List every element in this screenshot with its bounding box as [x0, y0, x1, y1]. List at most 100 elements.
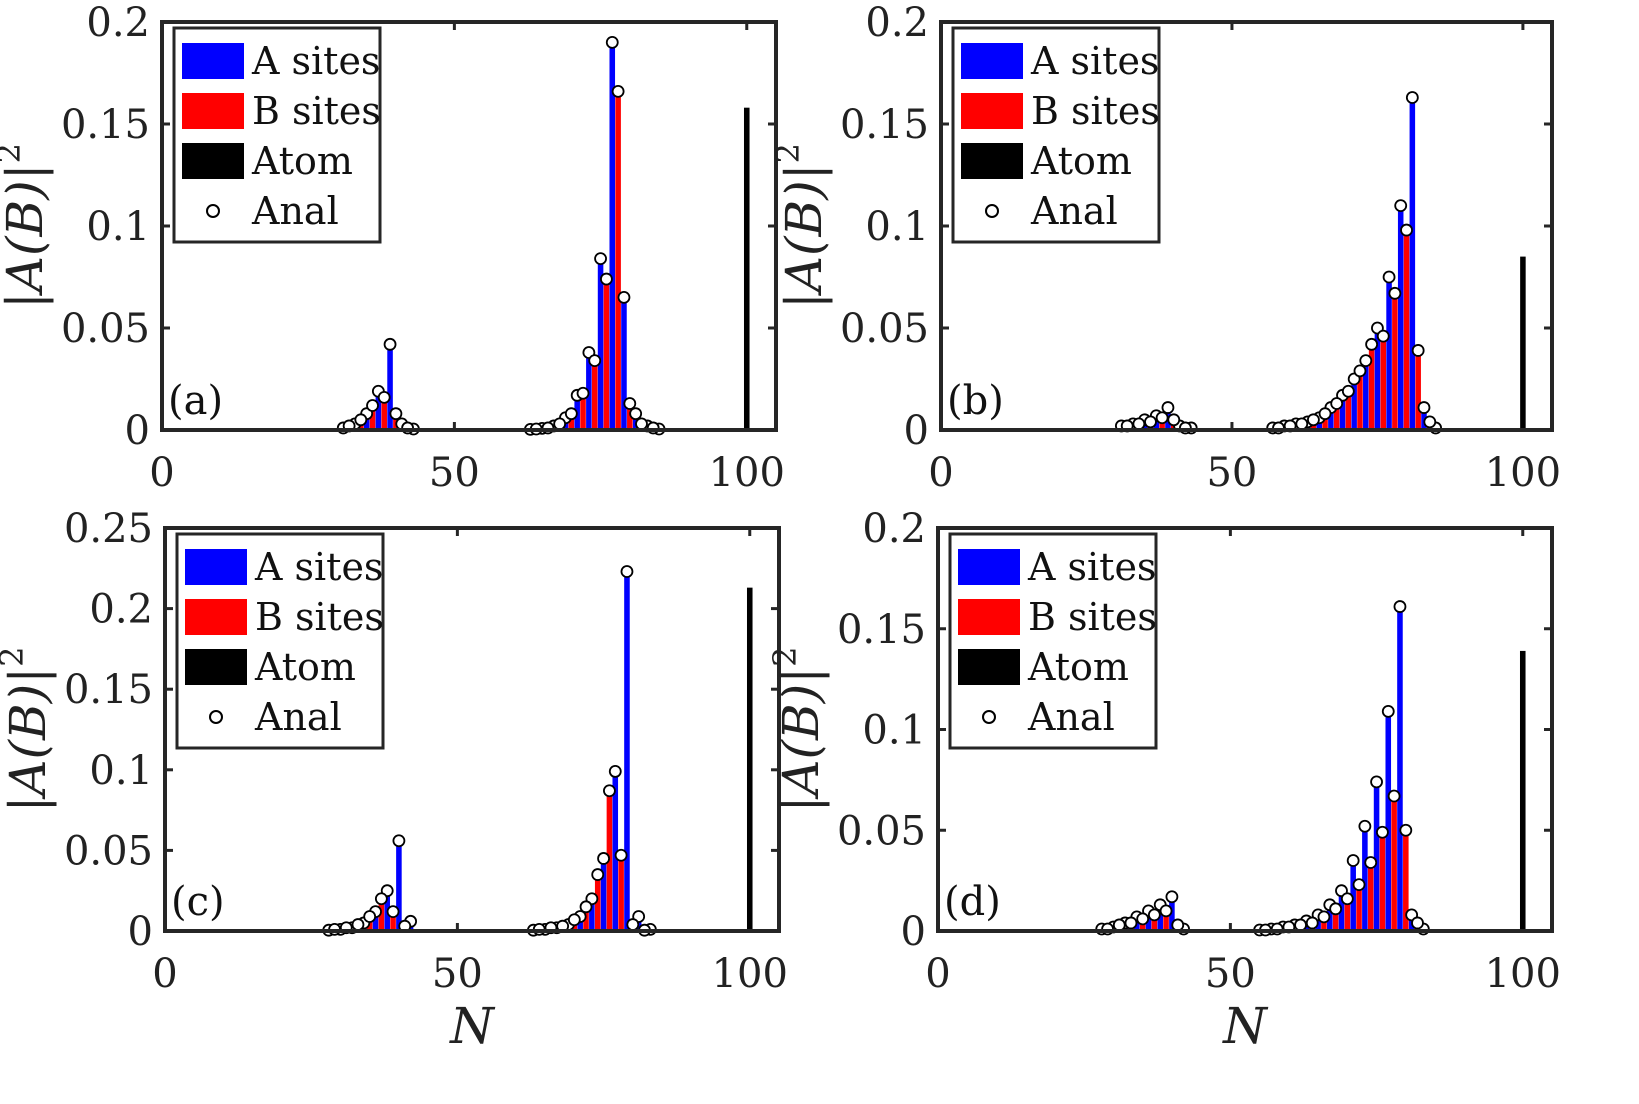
bar-A-sites	[1397, 205, 1404, 430]
anal-marker	[1317, 910, 1331, 924]
legend: A sites B sites Atom Anal	[948, 532, 1158, 750]
x-tick-label: 100	[709, 450, 785, 496]
x-tick-label: 50	[429, 450, 480, 496]
anal-marker	[1340, 892, 1354, 906]
anal-marker	[377, 390, 391, 404]
chart-panel-a: 0 0.05 0.1 0.15 0.2 0 50 100 (a) |A(B)|2 A sites B …	[0, 0, 785, 496]
y-axis-label: |A(B)|2	[766, 647, 830, 813]
bar-atom	[743, 107, 750, 431]
anal-marker	[1376, 825, 1389, 839]
legend-swatch-atom	[958, 649, 1020, 685]
anal-marker	[1307, 413, 1320, 427]
anal-marker	[579, 900, 593, 914]
panel-label: (b)	[947, 378, 1004, 424]
anal-marker	[553, 417, 567, 431]
bar-B-sites	[1344, 898, 1351, 931]
anal-marker	[366, 399, 379, 412]
legend-label: A sites	[251, 39, 380, 83]
anal-marker	[600, 272, 613, 286]
bar-A-sites	[1373, 781, 1380, 931]
anal-marker	[1411, 344, 1425, 357]
anal-marker	[611, 84, 625, 98]
anal-marker	[576, 386, 590, 400]
legend-swatch-atom	[961, 143, 1023, 179]
anal-marker	[1147, 908, 1161, 922]
anal-marker	[392, 834, 406, 848]
y-tick-label: 0.2	[86, 0, 150, 46]
y-axis-label-superscript: 2	[0, 143, 28, 163]
legend-label: Anal	[1027, 695, 1115, 739]
bar-A-sites	[1363, 360, 1369, 430]
legend: A sites B sites Atom Anal	[175, 532, 385, 750]
legend-swatch-b-sites	[182, 93, 244, 129]
bar-A-sites	[624, 571, 630, 931]
y-tick-label: 0	[904, 408, 929, 454]
bar-A-sites	[396, 840, 402, 931]
anal-marker	[1358, 819, 1372, 833]
legend: A sites B sites Atom Anal	[172, 26, 382, 244]
y-tick-label: 0.1	[86, 204, 150, 250]
anal-marker	[1318, 407, 1332, 421]
x-axis-label: N	[1222, 997, 1269, 1055]
panel-label: (c)	[171, 879, 225, 925]
bar-A-sites	[375, 391, 382, 430]
bar-B-sites	[591, 360, 598, 430]
anal-marker	[603, 784, 616, 798]
legend-swatch-b-sites	[958, 599, 1020, 635]
legend-label: Anal	[254, 695, 342, 739]
anal-marker	[1370, 775, 1383, 789]
anal-marker	[1346, 854, 1360, 867]
bar-B-sites	[1333, 403, 1340, 430]
plot-frame	[939, 20, 1554, 432]
anal-marker	[605, 36, 619, 49]
bar-B-sites	[1163, 910, 1169, 931]
x-tick-label: 0	[149, 450, 174, 496]
plot-frame	[160, 20, 778, 432]
anal-marker	[1167, 413, 1181, 427]
bar-A-sites	[1397, 606, 1403, 931]
legend-label: A sites	[254, 545, 383, 589]
y-tick-label: 0.25	[64, 506, 153, 552]
anal-marker	[1381, 704, 1395, 718]
anal-marker	[374, 892, 388, 906]
bar-A-sites	[387, 344, 393, 430]
y-axis-label-superscript: 2	[766, 647, 804, 667]
bar-atom	[1520, 256, 1526, 430]
legend-swatch-anal	[982, 710, 996, 724]
y-tick-label: 0.2	[865, 0, 929, 46]
anal-marker	[1387, 789, 1401, 803]
anal-marker	[1388, 286, 1402, 300]
legend-swatch-a-sites	[958, 549, 1020, 585]
bar-A-sites	[1328, 407, 1334, 430]
y-tick-label: 0.05	[837, 808, 926, 854]
legend-label: Atom	[251, 139, 353, 183]
bar-B-sites	[594, 874, 601, 931]
bar-B-sites	[1357, 370, 1363, 430]
anal-marker	[354, 413, 368, 427]
bar-A-sites	[621, 297, 627, 430]
anal-marker	[1399, 823, 1413, 837]
anal-marker	[1405, 91, 1419, 104]
legend-swatch-anal	[206, 204, 220, 218]
y-tick-label: 0.1	[89, 748, 153, 794]
y-tick-label: 0.1	[862, 708, 926, 754]
x-tick-label: 0	[925, 951, 950, 997]
bar-A-sites	[1421, 407, 1427, 430]
panel-label: (a)	[168, 378, 223, 424]
x-tick-label: 50	[432, 951, 483, 997]
y-tick-label: 0.05	[840, 306, 929, 352]
anal-marker	[1341, 384, 1355, 398]
anal-marker	[623, 397, 637, 410]
y-tick-label: 0.05	[61, 306, 150, 352]
legend-label: Anal	[1030, 189, 1118, 233]
anal-marker	[564, 407, 578, 421]
anal-marker	[1124, 916, 1138, 930]
anal-marker	[597, 852, 610, 865]
anal-marker	[1159, 904, 1173, 918]
legend-swatch-atom	[185, 649, 247, 685]
legend-swatch-anal	[985, 204, 999, 218]
anal-marker	[1161, 401, 1175, 414]
bar-B-sites	[1403, 230, 1410, 430]
anal-marker	[1165, 890, 1179, 904]
plot-frame	[163, 526, 781, 933]
